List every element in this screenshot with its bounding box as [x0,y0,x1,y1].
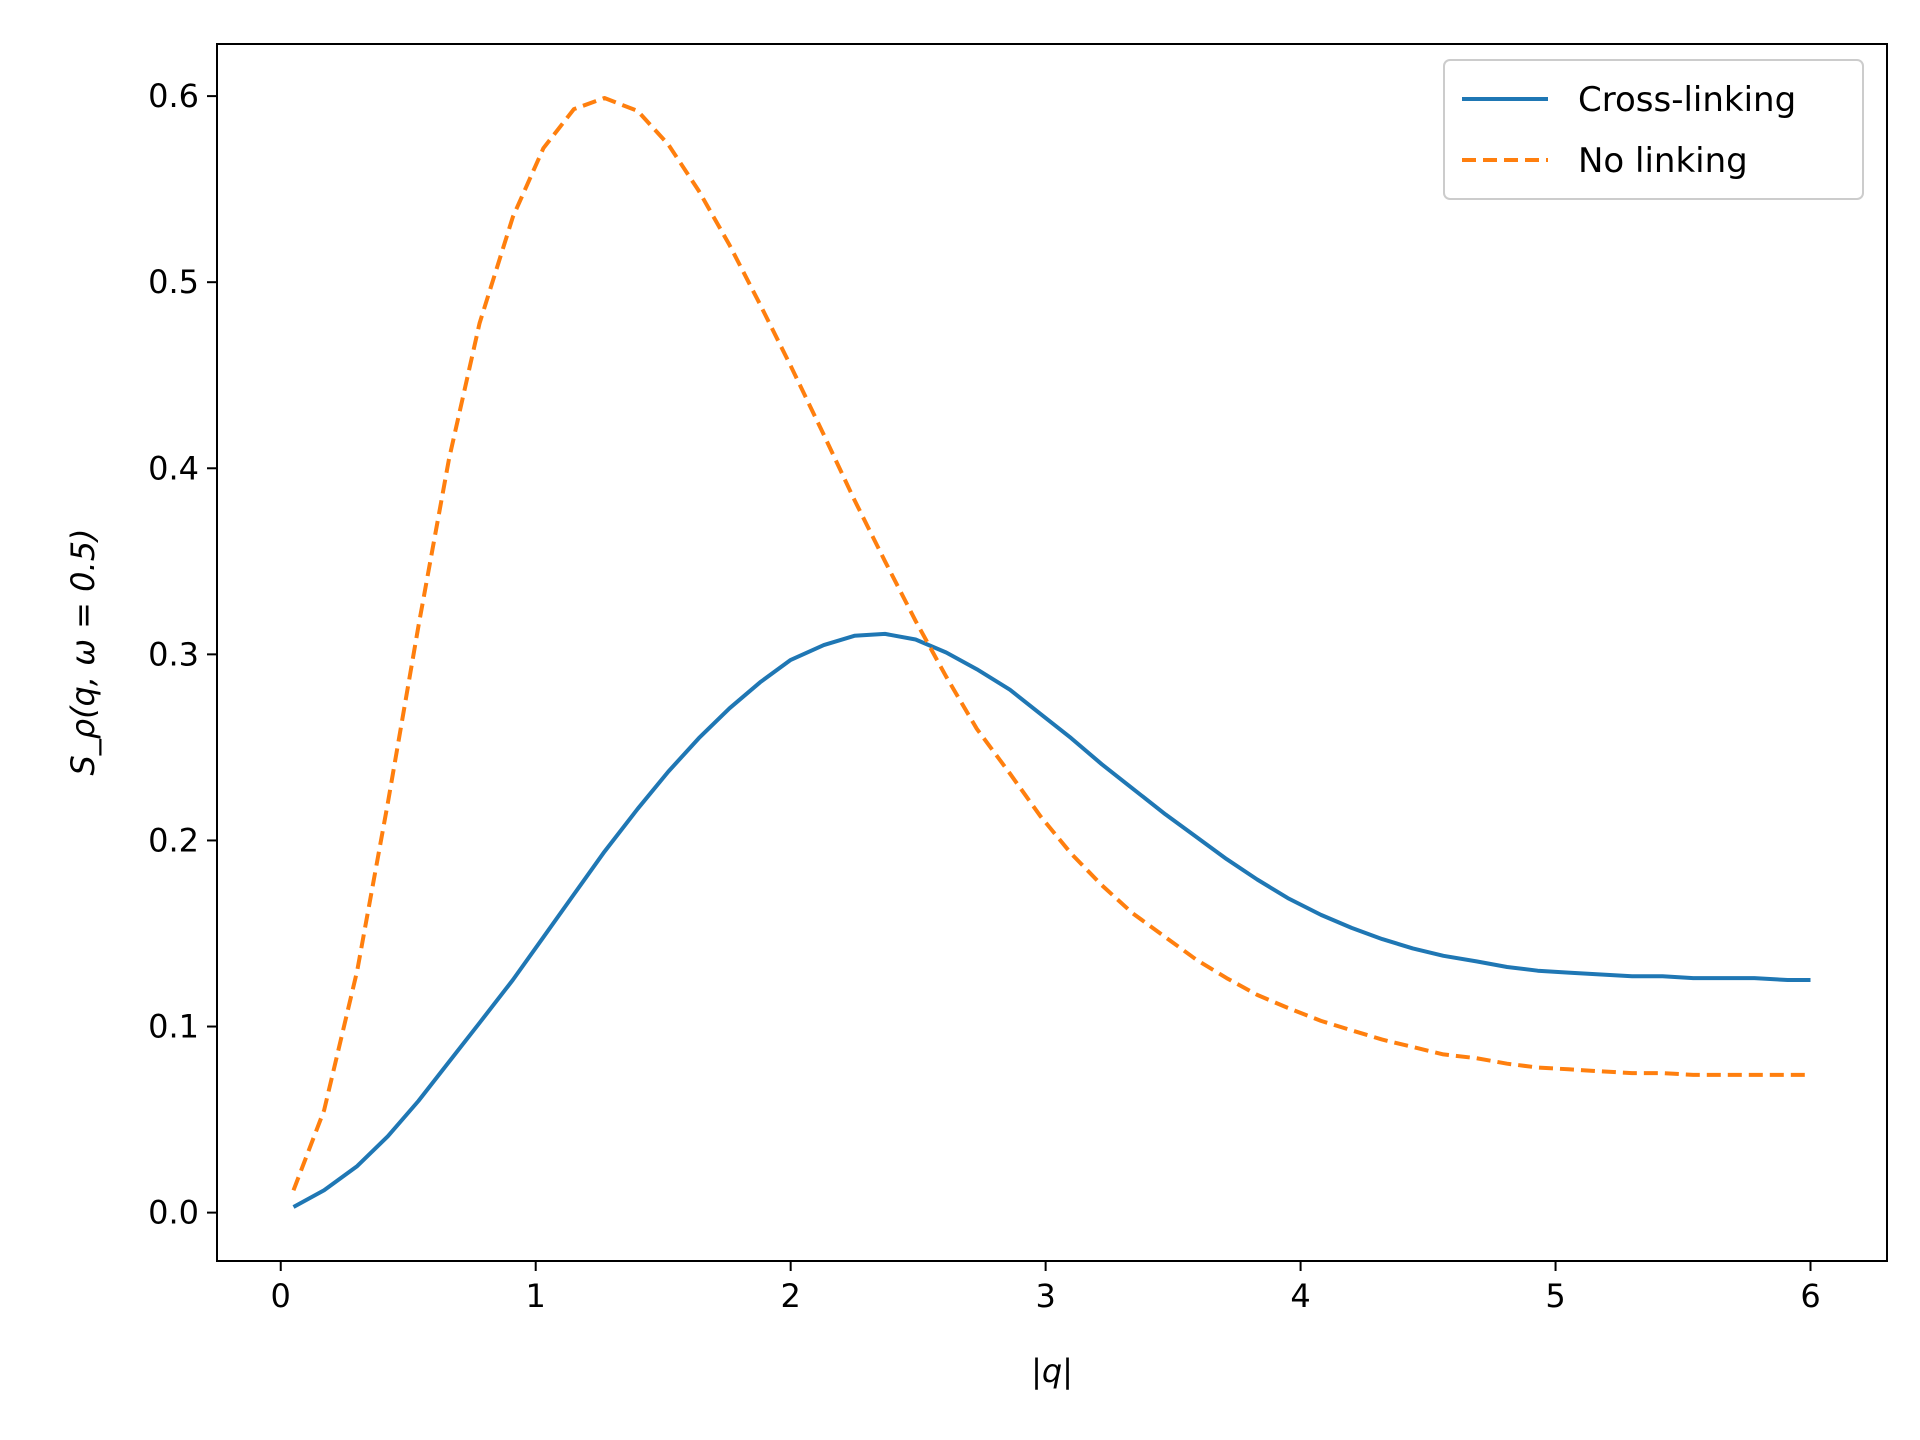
x-axis: 0 1 2 3 4 5 6 [271,1261,1821,1315]
series-line-cross-linking [292,631,1811,1209]
y-axis-label: S_ρ(q, ω = 0.5) [64,528,102,775]
legend-label-cross-linking: Cross-linking [1578,80,1796,120]
legend-label-no-linking: No linking [1578,141,1748,181]
series-layer [291,96,1811,1209]
y-axis: 0.0 0.1 0.2 0.3 0.4 0.5 0.6 [148,77,217,1232]
x-tick-label: 4 [1290,1277,1310,1315]
x-tick-label: 0 [271,1277,291,1315]
series-line-no-linking [291,96,1811,1192]
y-tick-label: 0.1 [148,1008,199,1046]
y-tick-label: 0.0 [148,1194,199,1232]
plot-area [217,44,1887,1261]
x-tick-label: 5 [1545,1277,1565,1315]
axes-frame [216,43,1888,1262]
legend: Cross-linking No linking [1443,59,1864,200]
x-tick-label: 1 [526,1277,546,1315]
y-tick-label: 0.5 [148,263,199,301]
y-tick-label: 0.4 [148,449,199,487]
x-tick-label: 2 [780,1277,800,1315]
y-tick-label: 0.2 [148,821,199,859]
x-axis-label: |q| [1031,1352,1073,1390]
legend-frame [1443,59,1864,200]
y-tick-label: 0.6 [148,77,199,115]
y-tick-label: 0.3 [148,635,199,673]
x-tick-label: 3 [1035,1277,1055,1315]
x-tick-label: 6 [1800,1277,1820,1315]
